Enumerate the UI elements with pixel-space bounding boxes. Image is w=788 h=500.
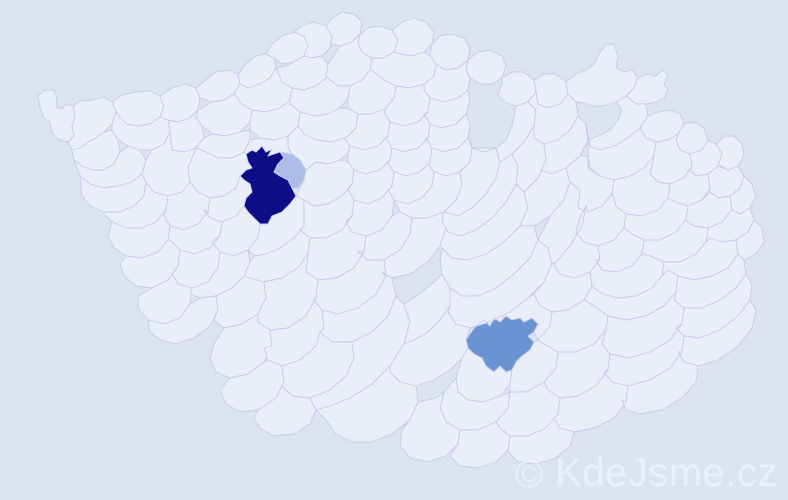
- district[interactable]: [465, 49, 507, 85]
- district[interactable]: [293, 21, 333, 59]
- district-group-west: [37, 83, 201, 189]
- district[interactable]: [469, 293, 553, 341]
- district[interactable]: [399, 391, 461, 463]
- district[interactable]: [621, 351, 699, 415]
- district[interactable]: [243, 135, 293, 157]
- copyright-icon: ©: [515, 454, 544, 496]
- district[interactable]: [507, 417, 575, 465]
- district-group-moravia-south: [399, 253, 757, 469]
- district-group-central: [141, 69, 473, 225]
- district-group-south: [209, 159, 463, 437]
- district[interactable]: [449, 421, 511, 469]
- district[interactable]: [467, 137, 473, 149]
- district[interactable]: [565, 43, 639, 107]
- watermark: © KdeJsme.cz: [515, 453, 778, 494]
- district-group-north: [325, 11, 569, 109]
- district[interactable]: [37, 89, 76, 143]
- district-group-moravia-north: [553, 43, 765, 299]
- district-group-southwest: [79, 173, 261, 345]
- watermark-text: KdeJsme.cz: [555, 451, 778, 495]
- district[interactable]: [391, 17, 435, 57]
- district-group-northwest: [167, 21, 333, 153]
